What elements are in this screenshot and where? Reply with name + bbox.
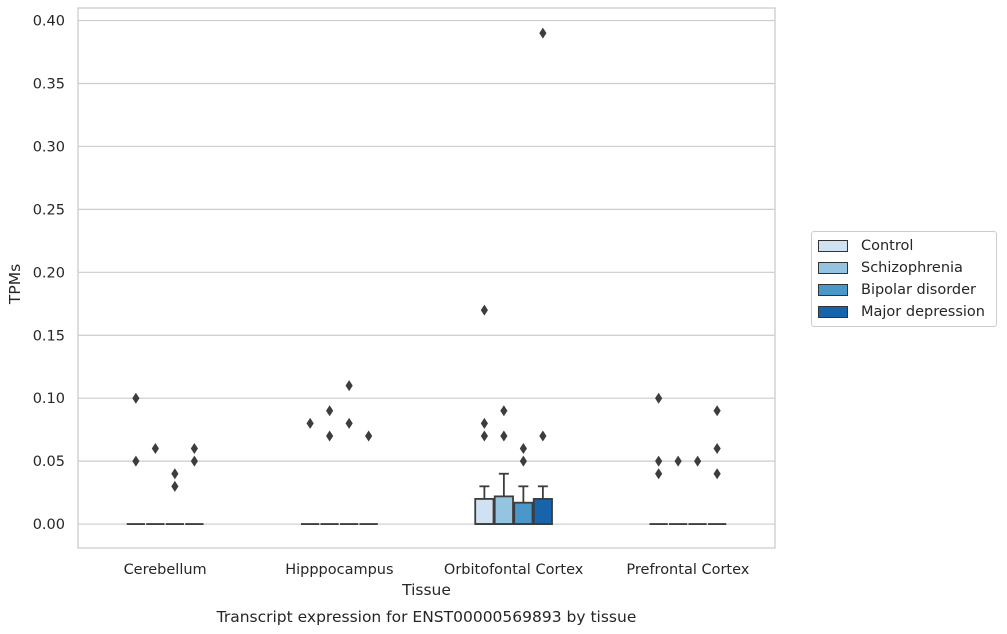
outlier-point <box>655 455 663 467</box>
outlier-point <box>539 430 547 442</box>
outlier-point <box>655 392 663 404</box>
outlier-point <box>345 417 353 429</box>
x-tick-label: Prefrontal Cortex <box>626 562 749 578</box>
outlier-point <box>480 304 488 316</box>
outlier-point <box>519 443 527 455</box>
outlier-point <box>326 405 334 417</box>
gridlines <box>78 19 775 525</box>
legend-label-schizophrenia: Schizophrenia <box>861 260 963 276</box>
legend-item-bipolar-disorder: Bipolar disorder <box>818 280 976 300</box>
x-axis-ticks: Cerebellum Hipppocampus Orbitofontal Corte… <box>124 562 750 578</box>
outlier-point <box>171 468 179 480</box>
outlier-point <box>190 455 198 467</box>
y-axis-label: TPMs <box>6 264 24 305</box>
legend-swatch-control <box>818 240 848 252</box>
plot-area-border <box>77 7 776 549</box>
outlier-point <box>694 455 702 467</box>
outlier-point <box>132 455 140 467</box>
y-tick-label: 0.15 <box>33 328 65 344</box>
box <box>532 498 553 525</box>
x-tick-label: Orbitofontal Cortex <box>444 562 584 578</box>
y-tick-label: 0.25 <box>33 202 65 218</box>
y-tick-label: 0.00 <box>33 517 65 533</box>
legend-label-control: Control <box>861 238 914 254</box>
legend-item-schizophrenia: Schizophrenia <box>818 258 963 278</box>
outlier-point <box>480 417 488 429</box>
outlier-point <box>306 417 314 429</box>
outlier-point <box>345 380 353 392</box>
outlier-point <box>519 455 527 467</box>
outlier-point <box>326 430 334 442</box>
y-axis-ticks: 0.00 0.05 0.10 0.15 0.20 0.25 0.30 0.35 0.40 <box>33 14 65 533</box>
legend-label-bipolar-disorder: Bipolar disorder <box>861 282 976 298</box>
outlier-point <box>365 430 373 442</box>
x-tick-label: Hipppocampus <box>285 562 393 578</box>
outliers-layer <box>132 27 721 492</box>
y-tick-label: 0.30 <box>33 139 65 155</box>
legend-label-major-depression: Major depression <box>861 304 985 320</box>
outlier-point <box>713 405 721 417</box>
y-tick-label: 0.35 <box>33 77 65 93</box>
outlier-point <box>674 455 682 467</box>
box <box>474 498 495 525</box>
x-axis-label: Tissue <box>401 581 451 599</box>
outlier-point <box>190 443 198 455</box>
outlier-point <box>655 468 663 480</box>
outlier-point <box>500 430 508 442</box>
outlier-point <box>151 443 159 455</box>
legend-swatch-major-depression <box>818 306 848 318</box>
legend: Control Schizophrenia Bipolar disorder M… <box>811 231 997 327</box>
y-tick-label: 0.05 <box>33 454 65 470</box>
outlier-point <box>713 443 721 455</box>
boxes-layer <box>126 472 727 525</box>
outlier-point <box>132 392 140 404</box>
box <box>493 495 514 525</box>
outlier-point <box>500 405 508 417</box>
box <box>513 501 534 525</box>
legend-swatch-schizophrenia <box>818 262 848 274</box>
y-tick-label: 0.20 <box>33 265 65 281</box>
outlier-point <box>539 27 547 39</box>
outlier-point <box>480 430 488 442</box>
outlier-point <box>171 480 179 492</box>
x-tick-label: Cerebellum <box>124 562 207 578</box>
legend-swatch-bipolar-disorder <box>818 284 848 296</box>
y-tick-label: 0.10 <box>33 391 65 407</box>
legend-item-control: Control <box>818 236 913 256</box>
y-tick-label: 0.40 <box>33 14 65 30</box>
outlier-point <box>713 468 721 480</box>
chart-caption: Transcript expression for ENST0000056989… <box>216 608 637 626</box>
legend-item-major-depression: Major depression <box>818 302 985 322</box>
